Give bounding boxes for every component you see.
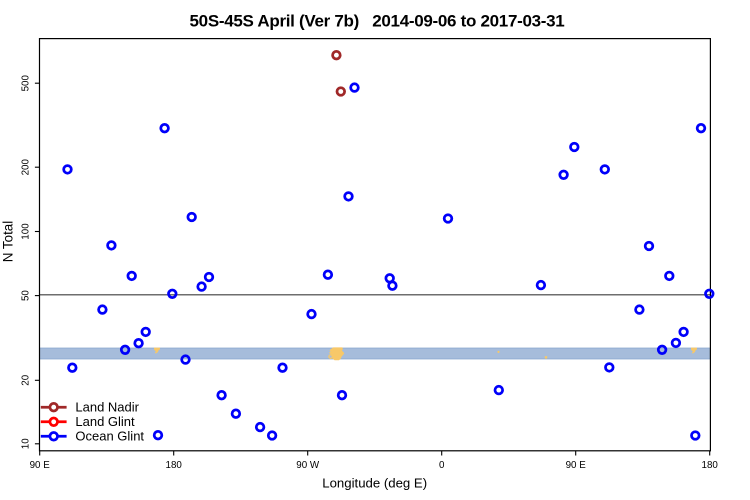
svg-text:20: 20	[21, 374, 32, 385]
svg-text:Ocean Glint: Ocean Glint	[75, 429, 144, 444]
svg-text:200: 200	[21, 158, 32, 175]
svg-text:50: 50	[21, 290, 32, 301]
svg-text:100: 100	[21, 223, 32, 240]
svg-text:90 E: 90 E	[566, 460, 587, 471]
svg-text:180: 180	[166, 460, 183, 471]
svg-text:Land Nadir: Land Nadir	[75, 400, 139, 415]
svg-text:Longitude (deg E): Longitude (deg E)	[322, 476, 427, 491]
svg-text:Land Glint: Land Glint	[75, 414, 135, 429]
svg-text:50S-45S April (Ver 7b) 2014-: 50S-45S April (Ver 7b) 2014-09-06 to 201…	[190, 11, 565, 30]
svg-text:0: 0	[439, 460, 445, 471]
svg-text:500: 500	[21, 74, 32, 91]
svg-text:90 W: 90 W	[296, 460, 320, 471]
svg-text:10: 10	[21, 438, 32, 449]
svg-text:180: 180	[702, 460, 719, 471]
svg-text:90 E: 90 E	[30, 460, 51, 471]
svg-text:N Total: N Total	[1, 221, 16, 262]
